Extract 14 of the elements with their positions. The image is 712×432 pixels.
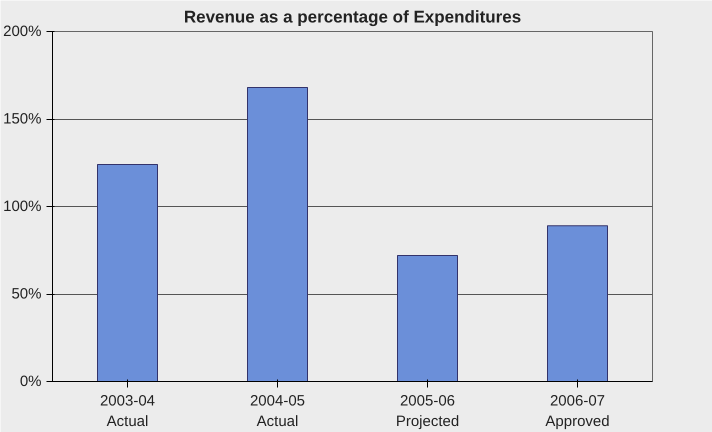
bar <box>97 164 158 382</box>
chart-title: Revenue as a percentage of Expenditures <box>184 8 522 26</box>
y-tick-label: 0% <box>20 373 42 390</box>
y-tick-label: 100% <box>3 198 42 215</box>
y-tick-label: 200% <box>3 23 42 40</box>
bar <box>547 225 608 382</box>
bar <box>397 255 458 382</box>
x-tick-label: 2005-06 Projected <box>396 392 460 430</box>
y-tick-label: 150% <box>3 110 42 128</box>
x-tick-label: 2004-05 Actual <box>250 392 306 430</box>
x-tick-label: 2006-07 Approved <box>545 392 610 430</box>
bar <box>247 87 308 382</box>
x-tick-label: 2003-04 Actual <box>100 392 156 430</box>
y-tick-label: 50% <box>11 286 42 302</box>
